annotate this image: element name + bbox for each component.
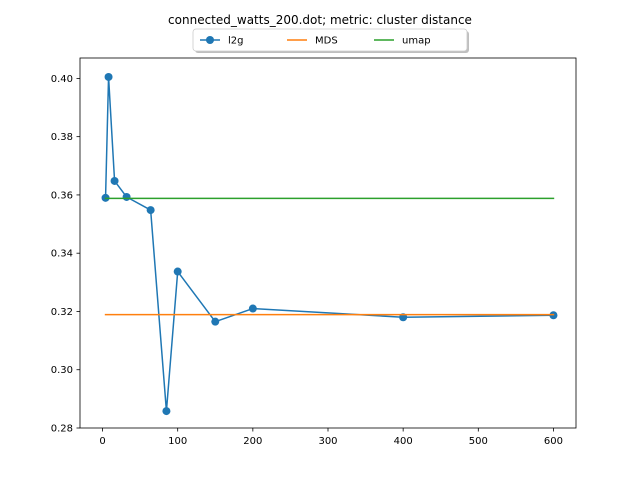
x-tick-label: 0 bbox=[99, 436, 105, 447]
series-line-l2g bbox=[104, 76, 555, 412]
x-tick-label: 100 bbox=[168, 436, 187, 447]
legend-label-mds: MDS bbox=[315, 36, 338, 47]
x-tick-label: 500 bbox=[469, 436, 488, 447]
legend-marker-l2g bbox=[206, 36, 214, 44]
legend-label-umap: umap bbox=[402, 36, 431, 47]
series-layer bbox=[101, 72, 558, 416]
x-tick-label: 600 bbox=[544, 436, 563, 447]
data-point-l2g bbox=[146, 206, 155, 215]
chart-title: connected_watts_200.dot; metric: cluster… bbox=[168, 13, 472, 27]
legend-label-l2g: l2g bbox=[228, 36, 244, 47]
data-point-l2g bbox=[173, 267, 182, 276]
ticks-layer: 0 100 200 300 400 500 600 0.28 0.30 0.32 0.34 0.36 0… bbox=[51, 74, 563, 447]
y-tick-label: 0.32 bbox=[51, 307, 73, 318]
data-point-l2g bbox=[162, 407, 171, 416]
y-tick-label: 0.34 bbox=[51, 249, 73, 260]
data-point-l2g bbox=[122, 192, 131, 201]
legend: l2g MDS umap bbox=[192, 28, 469, 53]
y-tick-label: 0.38 bbox=[51, 132, 73, 143]
y-tick-label: 0.40 bbox=[51, 74, 73, 85]
y-tick-label: 0.28 bbox=[51, 424, 73, 435]
plot-frame bbox=[79, 57, 577, 429]
legend-box bbox=[192, 28, 468, 52]
data-point-l2g bbox=[104, 72, 113, 81]
data-point-l2g bbox=[248, 304, 257, 313]
x-tick-label: 200 bbox=[243, 436, 262, 447]
x-tick-label: 400 bbox=[394, 436, 413, 447]
y-tick-label: 0.36 bbox=[51, 190, 73, 201]
y-tick-label: 0.30 bbox=[51, 365, 73, 376]
data-point-l2g bbox=[110, 176, 119, 185]
x-tick-label: 300 bbox=[318, 436, 337, 447]
data-point-l2g bbox=[211, 317, 220, 326]
